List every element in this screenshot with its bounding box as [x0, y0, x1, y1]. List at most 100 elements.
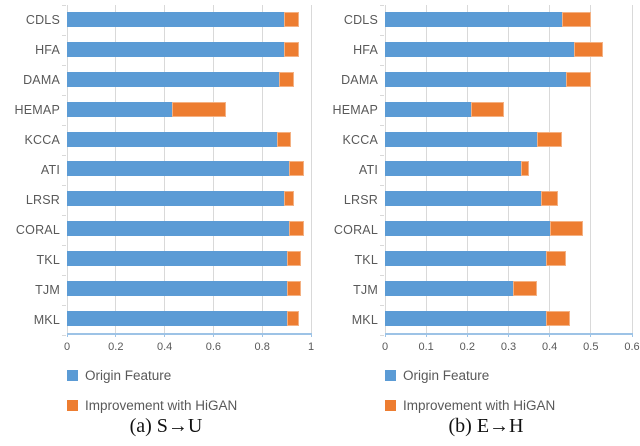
- category-tick: [380, 125, 384, 126]
- bar-series: [385, 5, 632, 333]
- axis-tick: [590, 333, 592, 337]
- axis-tick: [310, 333, 312, 337]
- improvement-segment: [566, 72, 591, 88]
- axis-tick: [212, 333, 214, 337]
- stacked-bar-tkl: [385, 250, 567, 266]
- stacked-bar-ati: [385, 161, 530, 177]
- x-tick-label: 0.6: [624, 341, 640, 353]
- table-row: [385, 94, 632, 124]
- x-tick-label: 0.4: [542, 341, 558, 353]
- chart-panel-a: CDLS HFA DAMA HEMAP KCCA ATI LRSR CORAL TKL TJM MK…: [14, 5, 315, 437]
- table-row: [67, 65, 311, 95]
- origin-feature-segment: [385, 191, 542, 207]
- gridline: [310, 5, 312, 333]
- origin-feature-segment: [385, 42, 575, 58]
- improvement-segment: [574, 42, 604, 58]
- table-row: [385, 35, 632, 65]
- category-tick: [62, 245, 66, 246]
- stacked-bar-tjm: [385, 280, 538, 296]
- stacked-bar-hfa: [385, 42, 604, 58]
- legend-swatch: [385, 370, 396, 381]
- category-label: HEMAP: [14, 103, 60, 117]
- category-tick: [62, 65, 66, 66]
- legend-swatch: [67, 400, 78, 411]
- category-tick: [380, 215, 384, 216]
- x-tick-label: 0: [381, 341, 389, 353]
- legend-label: Improvement with HiGAN: [85, 398, 238, 413]
- improvement-segment: [171, 101, 226, 117]
- category-label: KCCA: [24, 133, 60, 147]
- improvement-segment: [520, 161, 530, 177]
- category-tick: [62, 155, 66, 156]
- stacked-bar-dama: [67, 72, 294, 88]
- origin-feature-segment: [385, 131, 538, 147]
- improvement-segment: [562, 12, 591, 28]
- category-tick: [380, 65, 384, 66]
- category-tick: [62, 185, 66, 186]
- x-axis-ticks: 0 0.2 0.4 0.6 0.8 1: [63, 341, 315, 355]
- category-tick: [62, 335, 66, 336]
- table-row: [385, 184, 632, 214]
- legend-item: Origin Feature: [385, 367, 555, 384]
- table-row: [67, 5, 311, 35]
- improvement-segment: [549, 221, 583, 237]
- improvement-segment: [279, 72, 294, 88]
- table-row: [385, 244, 632, 274]
- improvement-segment: [286, 310, 299, 326]
- axis-tick: [115, 333, 117, 337]
- x-tick-label: 0.8: [254, 341, 270, 353]
- improvement-segment: [545, 250, 567, 266]
- origin-feature-segment: [67, 101, 172, 117]
- table-row: [385, 154, 632, 184]
- bar-series: [67, 5, 311, 333]
- x-tick-label: 1: [307, 341, 315, 353]
- improvement-segment: [286, 280, 302, 296]
- table-row: [67, 154, 311, 184]
- origin-feature-segment: [385, 250, 546, 266]
- origin-feature-segment: [67, 280, 287, 296]
- x-tick-label: 0.2: [459, 341, 475, 353]
- category-tick: [62, 5, 66, 6]
- origin-feature-segment: [67, 72, 280, 88]
- category-axis: CDLS HFA DAMA HEMAP KCCA ATI LRSR CORAL TKL TJM MK…: [320, 5, 378, 335]
- legend-item: Origin Feature: [67, 367, 237, 384]
- category-tick: [62, 215, 66, 216]
- x-tick-label: 0.3: [500, 341, 517, 353]
- legend-item: Improvement with HiGAN: [67, 397, 237, 414]
- x-tick-label: 0.4: [156, 341, 173, 353]
- chart-panel-b: CDLS HFA DAMA HEMAP KCCA ATI LRSR CORAL TKL TJM MK…: [320, 0, 640, 446]
- plot-area: [380, 5, 633, 337]
- table-row: [385, 214, 632, 244]
- origin-feature-segment: [385, 101, 472, 117]
- improvement-segment: [545, 310, 571, 326]
- gridline: [590, 5, 592, 333]
- table-row: [67, 244, 311, 274]
- axis-tick: [508, 333, 509, 337]
- stacked-bar-hfa: [67, 42, 299, 58]
- category-label: TJM: [35, 283, 60, 297]
- legend-label: Origin Feature: [403, 368, 490, 383]
- improvement-segment: [541, 191, 558, 207]
- legend-item: Improvement with HiGAN: [385, 397, 555, 414]
- category-tick: [380, 95, 384, 96]
- x-tick-label: 0: [63, 341, 71, 353]
- category-tick: [62, 35, 66, 36]
- category-label: LRSR: [343, 193, 378, 207]
- improvement-segment: [286, 250, 302, 266]
- category-tick: [380, 275, 384, 276]
- category-label: TJM: [353, 283, 378, 297]
- legend: Origin Feature Improvement with HiGAN: [67, 367, 237, 427]
- origin-feature-segment: [67, 161, 290, 177]
- table-row: [67, 35, 311, 65]
- category-label: TKL: [354, 253, 378, 267]
- improvement-segment: [284, 191, 294, 207]
- table-row: [385, 5, 632, 35]
- x-tick-label: 0.1: [418, 341, 434, 353]
- stacked-bar-kcca: [385, 131, 562, 147]
- stacked-bar-cdls: [67, 12, 299, 28]
- table-row: [385, 303, 632, 333]
- category-label: DAMA: [23, 73, 60, 87]
- stacked-bar-mkl: [67, 310, 299, 326]
- axis-tick: [384, 333, 386, 337]
- axis-tick: [466, 333, 468, 337]
